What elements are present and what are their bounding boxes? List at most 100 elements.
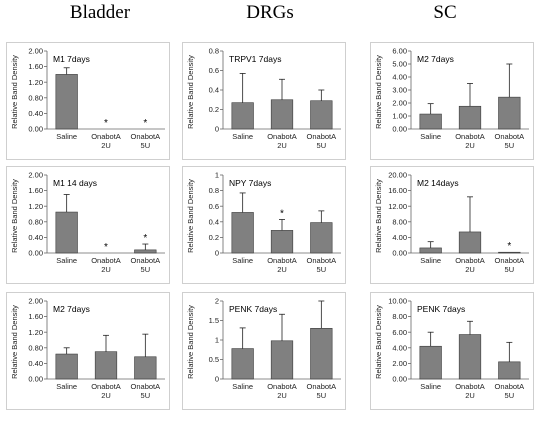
y-tick-label: 2.00	[28, 47, 43, 56]
chart-svg: Relative Band Density 0 0.5 1 1.5 2 PENK 7days…	[186, 297, 341, 400]
x-tick-label: OnabotA 2U	[91, 382, 121, 400]
y-tick-label: 0.6	[209, 202, 219, 211]
y-tick-label: 2	[215, 297, 219, 306]
bar	[310, 222, 333, 254]
significance-marker: *	[104, 242, 108, 253]
bar	[498, 96, 521, 130]
y-tick-label: 0.80	[28, 217, 43, 226]
y-axis-title: Relative Band Density	[186, 179, 195, 253]
x-tick-label: OnabotA 5U	[307, 382, 337, 400]
y-tick-label: 6.00	[392, 47, 407, 56]
chart-svg: Relative Band Density 0.00 1.00 2.00 3.00 4.0…	[374, 47, 529, 150]
bar	[134, 249, 157, 254]
y-axis-title: Relative Band Density	[374, 179, 383, 253]
y-tick-label: 1.20	[28, 78, 43, 87]
y-tick-label: 1.20	[28, 202, 43, 211]
y-tick-label: 0.00	[28, 125, 43, 134]
chart-panel-bladder-m1-7days: Relative Band Density 0.00 0.40 0.80 1.20 1.6…	[6, 42, 170, 160]
y-axis-title: Relative Band Density	[10, 179, 19, 253]
significance-marker: *	[104, 118, 108, 129]
bar	[270, 99, 294, 130]
chart-panel-drgs-penk-7days: Relative Band Density 0 0.5 1 1.5 2 PENK 7days…	[182, 292, 346, 410]
y-tick-label: 8.00	[392, 217, 407, 226]
bar	[270, 230, 294, 254]
y-axis-title: Relative Band Density	[186, 305, 195, 379]
x-tick-label: Saline	[420, 256, 441, 265]
chart-title: NPY 7days	[229, 178, 271, 188]
chart-panel-sc-m2-7days: Relative Band Density 0.00 1.00 2.00 3.00 4.0…	[370, 42, 534, 160]
bar	[458, 105, 482, 130]
chart-title: M2 7days	[417, 54, 454, 64]
x-tick-label: OnabotA 2U	[91, 132, 121, 150]
chart-panel-bladder-m1-14days: Relative Band Density 0.00 0.40 0.80 1.20 1.6…	[6, 166, 170, 284]
y-tick-label: 6.00	[392, 328, 407, 337]
y-tick-label: 1	[215, 171, 219, 180]
y-axis-title: Relative Band Density	[374, 55, 383, 129]
chart-panel-sc-m2-14days: Relative Band Density 0.00 4.00 8.00 12.00 16…	[370, 166, 534, 284]
chart-title: M2 14days	[417, 178, 459, 188]
y-tick-label: 1.60	[28, 312, 43, 321]
y-tick-label: 0	[215, 125, 219, 134]
bar	[231, 102, 254, 130]
y-tick-label: 1.20	[28, 328, 43, 337]
x-tick-label: OnabotA 2U	[267, 256, 297, 274]
significance-marker: *	[280, 208, 284, 219]
bar	[419, 113, 442, 130]
chart-title: M1 7days	[53, 54, 90, 64]
y-tick-label: 0.80	[28, 343, 43, 352]
significance-marker: *	[143, 118, 147, 129]
y-tick-label: 16.00	[388, 186, 407, 195]
x-tick-label: Saline	[232, 382, 253, 391]
column-header-bladder: Bladder	[69, 2, 131, 23]
y-tick-label: 0.40	[28, 109, 43, 118]
y-tick-label: 0.4	[209, 217, 219, 226]
chart-title: PENK 7days	[417, 304, 465, 314]
significance-marker: *	[143, 233, 147, 244]
chart-svg: Relative Band Density 0.00 0.40 0.80 1.20 1.6…	[10, 47, 165, 150]
y-axis-title: Relative Band Density	[374, 305, 383, 379]
y-axis-title: Relative Band Density	[186, 55, 195, 129]
bar	[270, 340, 294, 380]
bar	[458, 334, 482, 380]
y-axis-title: Relative Band Density	[10, 305, 19, 379]
y-tick-label: 0.80	[28, 93, 43, 102]
significance-marker: *	[507, 241, 511, 252]
chart-title: TRPV1 7days	[229, 54, 281, 64]
x-tick-label: OnabotA 2U	[267, 382, 297, 400]
x-tick-label: OnabotA 5U	[131, 382, 161, 400]
chart-panel-drgs-trpv1-7days: Relative Band Density 0 0.2 0.4 0.6 0.8 TRPV1 …	[182, 42, 346, 160]
x-tick-label: OnabotA 5U	[495, 256, 525, 274]
y-axis-title: Relative Band Density	[10, 55, 19, 129]
chart-svg: Relative Band Density 0.00 0.40 0.80 1.20 1.6…	[10, 297, 165, 400]
y-tick-label: 1.5	[209, 316, 219, 325]
bar	[134, 356, 157, 380]
y-tick-label: 4.00	[392, 73, 407, 82]
y-tick-label: 5.00	[392, 60, 407, 69]
chart-panel-sc-penk-7days: Relative Band Density 0.00 2.00 4.00 6.00 8.0…	[370, 292, 534, 410]
y-tick-label: 8.00	[392, 312, 407, 321]
y-tick-label: 0	[215, 375, 219, 384]
chart-panel-bladder-m2-7days: Relative Band Density 0.00 0.40 0.80 1.20 1.6…	[6, 292, 170, 410]
y-tick-label: 0.00	[28, 375, 43, 384]
chart-title: PENK 7days	[229, 304, 277, 314]
y-tick-label: 2.00	[392, 99, 407, 108]
y-tick-label: 1.60	[28, 62, 43, 71]
y-tick-label: 0.00	[392, 375, 407, 384]
x-tick-label: OnabotA 5U	[307, 256, 337, 274]
x-tick-label: Saline	[56, 382, 77, 391]
bar	[419, 345, 442, 380]
y-tick-label: 2.00	[392, 359, 407, 368]
x-tick-label: OnabotA 2U	[91, 256, 121, 274]
bar	[231, 348, 254, 380]
chart-title: M1 14 days	[53, 178, 97, 188]
bar	[55, 353, 78, 380]
chart-svg: Relative Band Density 0.00 0.40 0.80 1.20 1.6…	[10, 171, 165, 274]
y-tick-label: 0.2	[209, 105, 219, 114]
x-tick-label: OnabotA 5U	[495, 132, 525, 150]
x-tick-label: OnabotA 5U	[307, 132, 337, 150]
bar	[498, 251, 521, 254]
x-tick-label: Saline	[232, 132, 253, 141]
chart-panel-drgs-npy-7days: Relative Band Density 0 0.2 0.4 0.6 0.8 1 NPY 7…	[182, 166, 346, 284]
chart-svg: Relative Band Density 0 0.2 0.4 0.6 0.8 1 NPY 7…	[186, 171, 341, 274]
bar	[231, 212, 254, 254]
